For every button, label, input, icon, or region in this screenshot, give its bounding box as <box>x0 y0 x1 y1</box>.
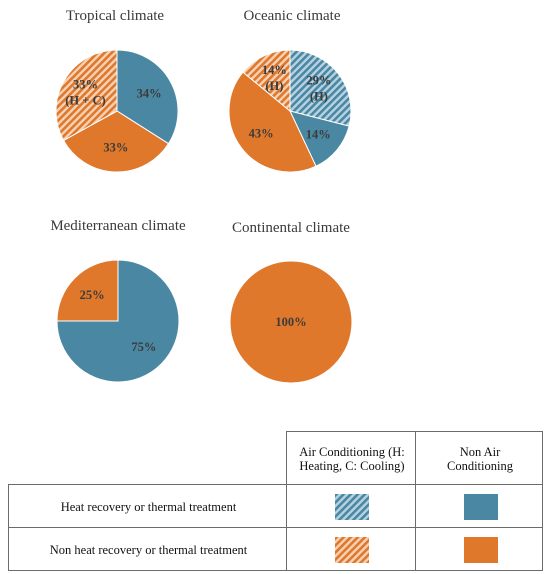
pie-slice <box>242 49 291 113</box>
slice-label: 75% <box>131 340 156 354</box>
pie-slice <box>228 71 317 173</box>
slice-label: 14% <box>306 127 331 141</box>
pie-oceanic-climate: Oceanic climate 29% (H) 14% 43% 14% (H) <box>228 8 352 173</box>
pie-mediterranean-climate: Mediterranean climate 75% 25% <box>50 218 186 383</box>
pie-slice <box>289 49 352 127</box>
pie-slice <box>289 110 350 167</box>
chart-title: Oceanic climate <box>243 8 340 24</box>
slice-label: 14% (H) <box>262 63 287 93</box>
chart-title: Continental climate <box>232 220 350 236</box>
slice-label: 29% (H) <box>306 74 331 104</box>
slice-label: 33% <box>103 141 128 155</box>
chart-title: Mediterranean climate <box>50 218 186 234</box>
slice-label: 33% (H + C) <box>65 77 105 107</box>
slice-label: 43% <box>249 126 274 140</box>
pie-charts-group: Tropical climate 34% 33% 33% (H + C) Oceanic … <box>50 8 353 384</box>
slice-label: 100% <box>275 315 306 329</box>
slice-label: 34% <box>137 86 162 100</box>
chart-title: Tropical climate <box>66 8 165 24</box>
slice-label: 25% <box>80 288 105 302</box>
pie-continental-climate: Continental climate 100% <box>229 220 353 384</box>
pie-slice <box>55 49 118 142</box>
pie-tropical-climate: Tropical climate 34% 33% 33% (H + C) <box>55 8 179 173</box>
pie-slice <box>56 259 119 322</box>
pie-slice <box>229 260 353 384</box>
